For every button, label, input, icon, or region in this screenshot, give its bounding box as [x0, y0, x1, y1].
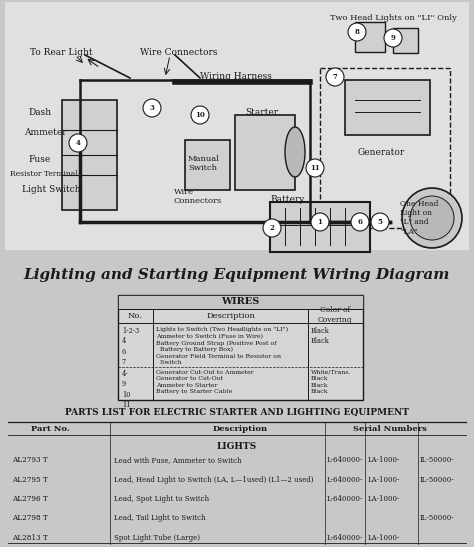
Text: 8: 8: [355, 28, 359, 36]
Text: 9: 9: [391, 34, 395, 42]
Text: Color of
Covering: Color of Covering: [318, 306, 352, 324]
Text: Wire
Connectors: Wire Connectors: [174, 188, 222, 205]
Text: 3: 3: [150, 104, 155, 112]
Text: No.: No.: [128, 312, 143, 320]
Circle shape: [384, 29, 402, 47]
Bar: [345, 80, 430, 135]
Text: 5: 5: [378, 218, 383, 226]
Text: Lights to Switch (Two Headlights on "LI")
Ammeter to Switch (Fuse in Wire)
Batte: Lights to Switch (Two Headlights on "LI"…: [156, 327, 288, 365]
Text: Lead, Tail Light to Switch: Lead, Tail Light to Switch: [114, 515, 206, 522]
Text: Starter: Starter: [245, 108, 278, 117]
Text: Battery: Battery: [270, 195, 304, 204]
Text: Description: Description: [212, 425, 267, 433]
Text: Manual
Switch: Manual Switch: [188, 155, 220, 172]
Text: 4: 4: [75, 139, 81, 147]
Text: Lead with Fuse, Ammeter to Switch: Lead with Fuse, Ammeter to Switch: [114, 456, 242, 464]
Bar: [235, 115, 295, 190]
Circle shape: [306, 159, 324, 177]
Text: AL2795 T: AL2795 T: [12, 475, 48, 484]
Text: Lighting and Starting Equipment Wiring Diagram: Lighting and Starting Equipment Wiring D…: [24, 268, 450, 282]
Text: Generator Cut-Out to Ammeter
Generator to Cut-Out
Ammeter to Starter
Battery to : Generator Cut-Out to Ammeter Generator t…: [156, 370, 254, 394]
Text: AL2813 T: AL2813 T: [12, 534, 48, 542]
Text: IL-50000-: IL-50000-: [420, 515, 455, 522]
Text: L-640000-: L-640000-: [327, 534, 364, 542]
Text: Resistor Terminal: Resistor Terminal: [10, 170, 78, 178]
Text: L-640000-: L-640000-: [327, 475, 364, 484]
Text: Spot Light Tube (Large): Spot Light Tube (Large): [114, 534, 200, 542]
Text: PARTS LIST FOR ELECTRIC STARTER AND LIGHTING EQUIPMENT: PARTS LIST FOR ELECTRIC STARTER AND LIGH…: [65, 408, 409, 417]
Circle shape: [348, 23, 366, 41]
Text: One Head
Light on
"L" and
"LA": One Head Light on "L" and "LA": [400, 200, 438, 236]
Text: 11: 11: [310, 164, 320, 172]
Bar: [320, 68, 450, 228]
Bar: [5, 2, 469, 250]
Text: L-640000-: L-640000-: [327, 456, 364, 464]
Bar: [118, 295, 363, 400]
Text: Generator: Generator: [358, 148, 405, 157]
Text: Light Switch: Light Switch: [22, 185, 81, 194]
Text: 7: 7: [333, 73, 337, 81]
Bar: [270, 202, 370, 252]
Text: LA-1000-: LA-1000-: [368, 534, 401, 542]
Circle shape: [410, 196, 454, 240]
Text: L-640000-: L-640000-: [327, 495, 364, 503]
Circle shape: [311, 213, 329, 231]
Circle shape: [191, 106, 209, 124]
Bar: [393, 28, 418, 53]
Bar: [185, 140, 230, 190]
Text: AL2798 T: AL2798 T: [12, 515, 48, 522]
Text: 6: 6: [357, 218, 363, 226]
Text: Wiring Harness: Wiring Harness: [200, 72, 272, 81]
Text: Black
Black: Black Black: [311, 327, 330, 345]
Text: LA-1000-: LA-1000-: [368, 495, 401, 503]
Text: IL-50000-: IL-50000-: [420, 456, 455, 464]
Text: Wire Connectors: Wire Connectors: [140, 48, 218, 57]
Text: Two Head Lights on "LI" Only: Two Head Lights on "LI" Only: [330, 14, 457, 22]
Text: LA-1000-: LA-1000-: [368, 456, 401, 464]
Text: LA-1000-: LA-1000-: [368, 475, 401, 484]
Text: Part No.: Part No.: [31, 425, 69, 433]
Text: Lead, Spot Light to Switch: Lead, Spot Light to Switch: [114, 495, 209, 503]
Text: 2: 2: [270, 224, 274, 232]
Ellipse shape: [285, 127, 305, 177]
Circle shape: [351, 213, 369, 231]
Text: White/Trans.
Black
Black
Black: White/Trans. Black Black Black: [311, 370, 352, 394]
Text: Lead, Head Light to Switch (LA, L—1used) (L1—2 used): Lead, Head Light to Switch (LA, L—1used)…: [114, 475, 313, 484]
Text: WIRES: WIRES: [221, 298, 260, 306]
Text: IL-50000-: IL-50000-: [420, 475, 455, 484]
Circle shape: [143, 99, 161, 117]
Text: LIGHTS: LIGHTS: [217, 442, 257, 451]
Text: Description: Description: [206, 312, 255, 320]
Text: Serial Numbers: Serial Numbers: [353, 425, 427, 433]
Circle shape: [263, 219, 281, 237]
Bar: [118, 295, 363, 309]
Text: Fuse: Fuse: [28, 155, 50, 164]
Bar: [62, 100, 117, 210]
Text: To Rear Light: To Rear Light: [30, 48, 92, 57]
Bar: [355, 22, 385, 52]
Text: 4-
9
10
11: 4- 9 10 11: [122, 370, 130, 409]
Text: Dash: Dash: [28, 108, 51, 117]
Text: AL2793 T: AL2793 T: [12, 456, 47, 464]
Circle shape: [402, 188, 462, 248]
Circle shape: [69, 134, 87, 152]
Text: AL2796 T: AL2796 T: [12, 495, 48, 503]
Text: 1-2-3
4
6
7: 1-2-3 4 6 7: [122, 327, 139, 366]
Circle shape: [371, 213, 389, 231]
Text: 10: 10: [195, 111, 205, 119]
Text: 1: 1: [318, 218, 322, 226]
Text: Ammeter: Ammeter: [24, 128, 67, 137]
Circle shape: [326, 68, 344, 86]
